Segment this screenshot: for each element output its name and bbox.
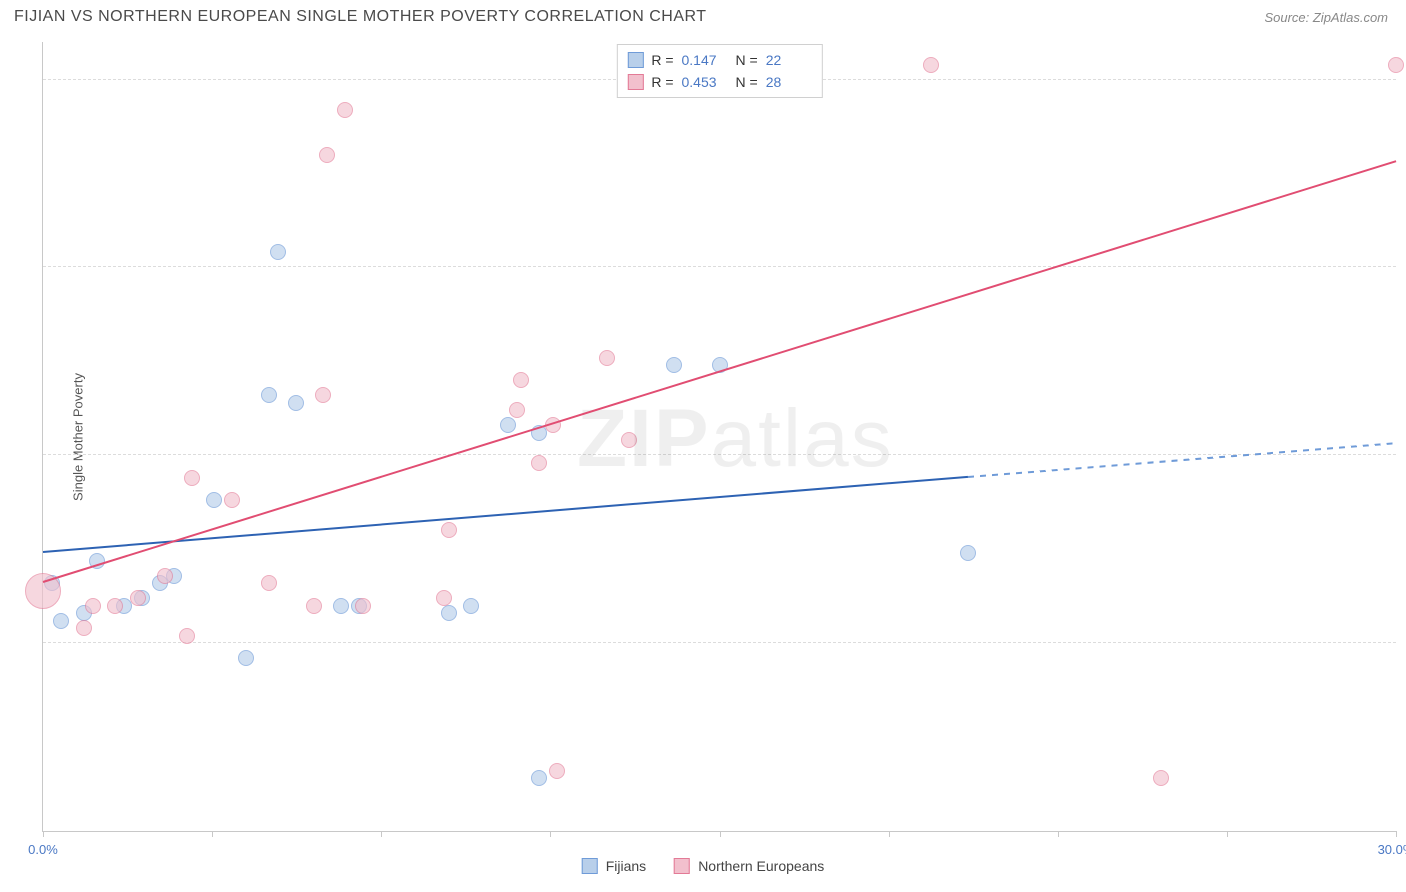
data-point-fijians [238, 650, 254, 666]
data-point-fijians [288, 395, 304, 411]
x-tick [1058, 831, 1059, 837]
n-value: 22 [766, 49, 812, 71]
data-point-fijians [261, 387, 277, 403]
x-tick-label: 0.0% [28, 842, 58, 857]
grid-line-h [43, 642, 1396, 643]
data-point-northern_europeans [107, 598, 123, 614]
n-value: 28 [766, 71, 812, 93]
grid-line-h [43, 266, 1396, 267]
data-point-fijians [531, 770, 547, 786]
plot-area: ZIPatlas R = 0.147 N = 22 R = 0.453 N = … [42, 42, 1396, 832]
x-tick [889, 831, 890, 837]
trend-line-fijians [43, 476, 968, 553]
data-point-northern_europeans [513, 372, 529, 388]
data-point-fijians [666, 357, 682, 373]
legend-row-fijians: R = 0.147 N = 22 [627, 49, 811, 71]
data-point-fijians [206, 492, 222, 508]
data-point-fijians [463, 598, 479, 614]
chart-title: FIJIAN VS NORTHERN EUROPEAN SINGLE MOTHE… [14, 8, 707, 26]
trend-line-ext-fijians [967, 442, 1396, 478]
legend-row-northern-europeans: R = 0.453 N = 28 [627, 71, 811, 93]
data-point-northern_europeans [441, 522, 457, 538]
data-point-northern_europeans [923, 57, 939, 73]
data-point-northern_europeans [76, 620, 92, 636]
swatch-icon [627, 52, 643, 68]
data-point-northern_europeans [355, 598, 371, 614]
r-value: 0.453 [682, 71, 728, 93]
data-point-northern_europeans [85, 598, 101, 614]
data-point-fijians [960, 545, 976, 561]
x-tick [1396, 831, 1397, 837]
data-point-northern_europeans [184, 470, 200, 486]
r-label: R = [651, 71, 673, 93]
data-point-northern_europeans [306, 598, 322, 614]
data-point-northern_europeans [157, 568, 173, 584]
data-point-northern_europeans [315, 387, 331, 403]
legend-item-fijians: Fijians [582, 858, 646, 874]
data-point-northern_europeans [261, 575, 277, 591]
watermark-light: atlas [711, 392, 894, 483]
x-tick-label: 30.0% [1378, 842, 1406, 857]
x-tick [550, 831, 551, 837]
source-attribution: Source: ZipAtlas.com [1264, 10, 1388, 25]
data-point-northern_europeans [621, 432, 637, 448]
legend-label: Northern Europeans [698, 858, 824, 874]
data-point-fijians [500, 417, 516, 433]
data-point-northern_europeans [1388, 57, 1404, 73]
x-tick [212, 831, 213, 837]
data-point-northern_europeans [130, 590, 146, 606]
r-label: R = [651, 49, 673, 71]
r-value: 0.147 [682, 49, 728, 71]
data-point-northern_europeans [1153, 770, 1169, 786]
data-point-fijians [53, 613, 69, 629]
swatch-icon [627, 74, 643, 90]
data-point-northern_europeans [319, 147, 335, 163]
correlation-legend: R = 0.147 N = 22 R = 0.453 N = 28 [616, 44, 822, 98]
grid-line-h [43, 454, 1396, 455]
data-point-northern_europeans [531, 455, 547, 471]
data-point-fijians [333, 598, 349, 614]
x-tick [381, 831, 382, 837]
x-tick [43, 831, 44, 837]
n-label: N = [736, 71, 758, 93]
data-point-northern_europeans [509, 402, 525, 418]
x-tick [720, 831, 721, 837]
swatch-icon [674, 858, 690, 874]
data-point-northern_europeans [436, 590, 452, 606]
legend-item-northern-europeans: Northern Europeans [674, 858, 824, 874]
plot-container: Single Mother Poverty ZIPatlas R = 0.147… [42, 42, 1396, 832]
data-point-northern_europeans [549, 763, 565, 779]
n-label: N = [736, 49, 758, 71]
data-point-fijians [441, 605, 457, 621]
legend-label: Fijians [606, 858, 646, 874]
watermark-bold: ZIP [577, 392, 711, 483]
swatch-icon [582, 858, 598, 874]
data-point-fijians [270, 244, 286, 260]
data-point-northern_europeans [179, 628, 195, 644]
data-point-northern_europeans [337, 102, 353, 118]
x-tick [1227, 831, 1228, 837]
series-legend: Fijians Northern Europeans [582, 858, 825, 874]
data-point-northern_europeans [224, 492, 240, 508]
data-point-northern_europeans [599, 350, 615, 366]
trend-line-northern_europeans [43, 160, 1397, 583]
